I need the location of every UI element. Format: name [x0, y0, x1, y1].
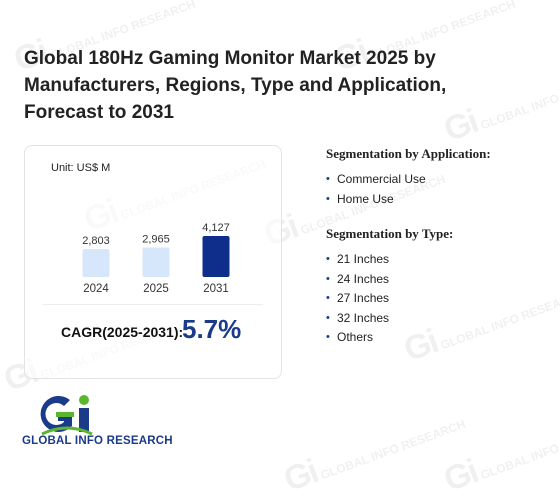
bar-2025 — [142, 247, 170, 277]
type-item: • Others — [326, 328, 453, 348]
type-item-label: 27 Inches — [337, 291, 390, 305]
value-label: 2,965 — [142, 234, 170, 246]
segmentation-type-title: Segmentation by Type: — [326, 226, 454, 241]
bullet-icon: • — [326, 173, 330, 185]
type-item-label: 21 Inches — [337, 252, 390, 266]
bullet-icon: • — [326, 311, 330, 324]
bullet-icon: • — [326, 253, 330, 265]
segmentation-type: Segmentation by Type: • 21 Inches • 24 Inch… — [326, 226, 453, 348]
type-item: • 27 Inches — [326, 289, 453, 309]
company-logo: GLOBAL INFO RESEARCH — [22, 392, 192, 452]
bar-2024 — [82, 249, 110, 277]
type-item: • 24 Inches — [326, 270, 453, 290]
bar-chart: 2,803 2024 2,965 2025 4,127 2031 — [82, 222, 230, 295]
bullet-icon: • — [326, 331, 330, 343]
bar-2031 — [202, 236, 230, 277]
type-item-label: Others — [337, 330, 374, 344]
value-label: 2,803 — [82, 235, 110, 247]
type-item-label: 24 Inches — [337, 271, 390, 286]
unit-label: Unit: US$ M — [51, 162, 111, 174]
application-list: • Commercial Use • Home Use — [326, 170, 491, 209]
logo-icon — [40, 395, 93, 436]
category-label: 2025 — [143, 283, 169, 295]
divider — [43, 304, 263, 305]
application-item: • Home Use — [326, 190, 491, 210]
category-label: 2024 — [83, 283, 109, 295]
category-label: 2031 — [203, 283, 229, 295]
chart-card: Unit: US$ M 2,803 2024 2,965 2025 4,127 2031 … — [24, 145, 282, 379]
application-item: • Commercial Use — [326, 170, 491, 190]
bullet-icon: • — [326, 272, 330, 285]
type-list: • 21 Inches • 24 Inches • 27 Inches • 32 Inches… — [326, 250, 453, 348]
watermark: Gi GLOBAL INFO RESEARCH — [279, 416, 468, 500]
cagr-label: CAGR(2025-2031): — [61, 324, 184, 340]
segmentation-application: Segmentation by Application: • Commercial… — [326, 146, 491, 209]
type-item: • 32 Inches — [326, 309, 453, 329]
page-title: Global 180Hz Gaming Monitor Market 2025 … — [24, 48, 447, 123]
cagr-value: 5.7% — [182, 314, 242, 344]
bullet-icon: • — [326, 192, 330, 205]
logo-text: GLOBAL INFO RESEARCH — [22, 435, 173, 447]
application-item-label: Home Use — [337, 191, 394, 206]
watermark: Gi GLOBAL INFO RESEARCH — [439, 417, 560, 500]
segmentation-application-title: Segmentation by Application: — [326, 146, 491, 161]
type-item: • 21 Inches — [326, 250, 453, 270]
value-label: 4,127 — [202, 222, 230, 234]
bullet-icon: • — [326, 292, 330, 304]
application-item-label: Commercial Use — [337, 172, 426, 186]
type-item-label: 32 Inches — [337, 310, 390, 325]
